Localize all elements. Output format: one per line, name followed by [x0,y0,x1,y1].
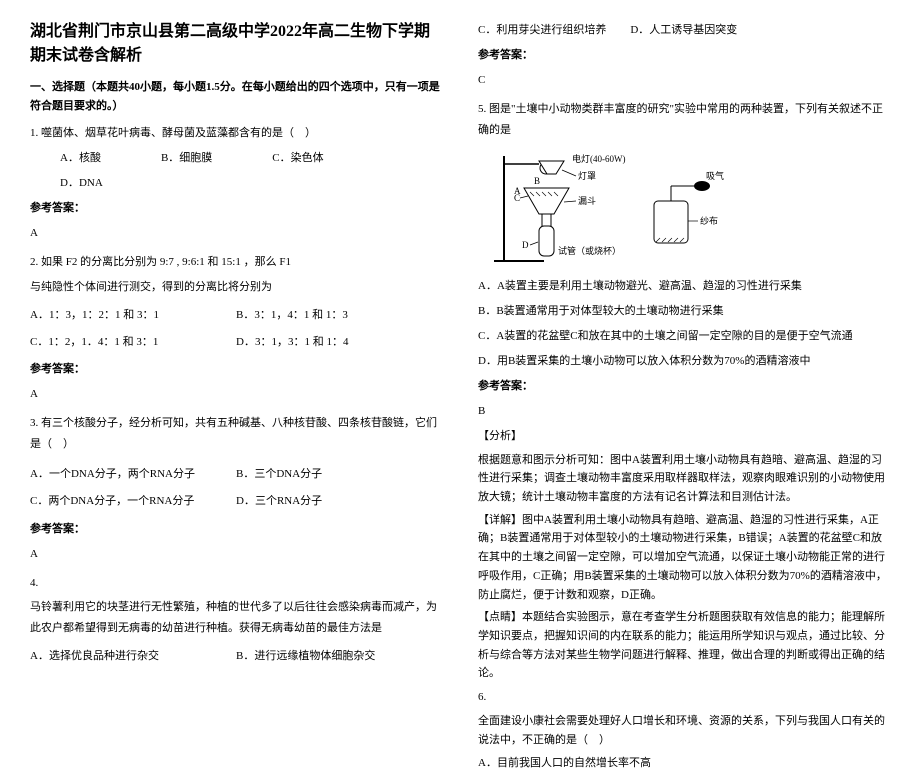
shade-label: 灯罩 [578,171,596,181]
q4-ans-label: 参考答案： [478,45,890,66]
tube-label: 试管（或烧杯） [558,245,621,256]
d-label: D [522,240,529,250]
q2-stem: 2. 如果 F2 的分离比分别为 9:7 , 9:6:1 和 15:1 ，那么 … [30,252,442,273]
q5-opt-b: B．B装置通常用于对体型较大的土壤动物进行采集 [478,301,890,322]
section-1-head: 一、选择题（本题共40小题，每小题1.5分。在每小题给出的四个选项中，只有一项是… [30,78,442,115]
q6-num: 6. [478,687,890,708]
q2-opt-b: B．3：1，4：1 和 1：3 [236,302,442,329]
q3-opt-c: C．两个DNA分子，一个RNA分子 [30,488,236,515]
q5-point-text: 本题结合实验图示，意在考查学生分析题图获取有效信息的能力；能理解所学知识要点，把… [478,611,885,679]
q2-ans: A [30,384,442,405]
q1-opt-a: A．核酸 [60,148,101,169]
q2-opt-c: C．1：2，1．4：1 和 3：1 [30,329,236,356]
diagram-svg: 电灯(40-60W) 灯罩 B C 漏斗 [484,146,744,266]
q3-ans-label: 参考答案： [30,519,442,540]
air-label: 吸气 [706,170,724,181]
q4-opt-c: C．利用芽尖进行组织培养 [478,20,606,41]
q5-point-label: 【点睛】 [478,611,522,623]
q5-point: 【点睛】本题结合实验图示，意在考查学生分析题图获取有效信息的能力；能理解所学知识… [478,608,890,683]
q1-opt-c: C．染色体 [272,148,323,169]
q2-opt-a: A．1：3，1：2：1 和 3：1 [30,302,236,329]
q1-ans-label: 参考答案： [30,198,442,219]
q6-opt-a: A．目前我国人口的自然增长率不高 [478,753,890,774]
q3-options: A．一个DNA分子，两个RNA分子 B．三个DNA分子 C．两个DNA分子，一个… [30,461,442,515]
q4-ans: C [478,70,890,91]
q5-detail-label: 【详解】 [478,514,522,526]
apparatus-diagram: 电灯(40-60W) 灯罩 B C 漏斗 [478,146,890,266]
funnel-label: 漏斗 [578,195,596,206]
q3-opt-d: D．三个RNA分子 [236,488,442,515]
q4-num: 4. [30,573,442,594]
q1-ans: A [30,223,442,244]
cloth-label: 纱布 [700,215,718,226]
q5-analysis-label: 【分析】 [478,426,890,447]
q4-opt-b: B．进行远缘植物体细胞杂交 [236,643,442,670]
q1-opt-b: B．细胞膜 [161,148,212,169]
q4-options-row1: A．选择优良品种进行杂交 B．进行远缘植物体细胞杂交 [30,643,442,670]
q5-opt-a: A．A装置主要是利用土壤动物避光、避高温、趋湿的习性进行采集 [478,276,890,297]
q3-opt-b: B．三个DNA分子 [236,461,442,488]
q3-ans: A [30,544,442,565]
q1-stem: 1. 噬菌体、烟草花叶病毒、酵母菌及蓝藻都含有的是（ ） [30,123,442,144]
q4-opt-d: D．人工诱导基因突变 [630,20,737,41]
q2-options: A．1：3，1：2：1 和 3：1 B．3：1，4：1 和 1：3 C．1：2，… [30,302,442,356]
b-label: B [534,176,540,186]
q1-options: A．核酸 B．细胞膜 C．染色体 [60,148,442,169]
q5-analysis: 根据题意和图示分析可知：图中A装置利用土壤小动物具有趋暗、避高温、趋湿的习性进行… [478,451,890,507]
q5-opt-c: C．A装置的花盆壁C和放在其中的土壤之间留一定空隙的目的是便于空气流通 [478,326,890,347]
doc-title: 湖北省荆门市京山县第二高级中学2022年高二生物下学期期末试卷含解析 [30,20,442,68]
q3-stem: 3. 有三个核酸分子，经分析可知，共有五种碱基、八种核苷酸、四条核苷酸链，它们是… [30,413,442,455]
q4-opt-a: A．选择优良品种进行杂交 [30,643,236,670]
q2-ans-label: 参考答案： [30,359,442,380]
q5-ans-label: 参考答案： [478,376,890,397]
q5-ans: B [478,401,890,422]
q6-stem: 全面建设小康社会需要处理好人口增长和环境、资源的关系，下列与我国人口有关的说法中… [478,712,890,749]
q4-stem: 马铃薯利用它的块茎进行无性繁殖，种植的世代多了以后往往会感染病毒而减产，为此农户… [30,597,442,639]
q5-detail: 【详解】图中A装置利用土壤小动物具有趋暗、避高温、趋湿的习性进行采集，A正确；B… [478,511,890,604]
q1-opt-d: D．DNA [60,173,442,194]
q3-opt-a: A．一个DNA分子，两个RNA分子 [30,461,236,488]
q5-detail-text: 图中A装置利用土壤小动物具有趋暗、避高温、趋湿的习性进行采集，A正确；B装置通常… [478,514,887,601]
q4-options-row2: C．利用芽尖进行组织培养 D．人工诱导基因突变 [478,20,890,41]
a-label: A [514,186,521,196]
q5-stem: 5. 图是"土壤中小动物类群丰富度的研究"实验中常用的两种装置，下列有关叙述不正… [478,99,890,141]
q2-opt-d: D．3：1，3：1 和 1：4 [236,329,442,356]
q2-stem2: 与纯隐性个体间进行测交，得到的分离比将分别为 [30,277,442,298]
lamp-label: 电灯(40-60W) [572,153,626,164]
q5-opt-d: D．用B装置采集的土壤小动物可以放入体积分数为70%的酒精溶液中 [478,351,890,372]
